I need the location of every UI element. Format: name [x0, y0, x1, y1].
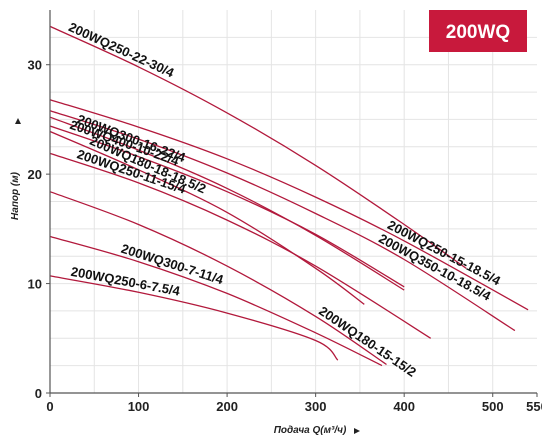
curve-line: [49, 116, 405, 291]
curve-line: [49, 275, 339, 361]
x-tick-label: 550: [526, 399, 542, 414]
curve-label: 200WQ180-15-15/2: [316, 303, 419, 380]
x-tick-label: 200: [216, 399, 238, 414]
y-tick-label: 20: [28, 167, 42, 182]
x-tick-label: 500: [482, 399, 504, 414]
x-tick-label: 400: [393, 399, 415, 414]
curve-line: [49, 99, 529, 311]
y-tick-label: 30: [28, 58, 42, 73]
curve-line: [49, 235, 383, 367]
badge-text: 200WQ: [446, 22, 510, 43]
curve-line: [49, 125, 405, 288]
x-axis-title: Подача Q(м³/ч): [274, 425, 347, 436]
y-tick-label: 10: [28, 277, 42, 292]
curve-line: [49, 152, 432, 339]
model-badge: 200WQ: [429, 10, 527, 52]
curve-label: 200WQ250-22-30/4: [66, 19, 177, 80]
pump-curves: [49, 25, 529, 367]
x-tick-label: 0: [46, 399, 53, 414]
curve-line: [49, 25, 467, 269]
grid: [50, 10, 537, 393]
y-tick-label: 0: [35, 386, 42, 401]
x-tick-label: 300: [305, 399, 327, 414]
curve-line: [49, 110, 516, 332]
axes: 0 100 200 300 400 500 550 0 10 20 30: [28, 10, 542, 414]
x-tick-label: 100: [128, 399, 150, 414]
y-axis-arrow-icon: [15, 118, 21, 124]
curve-line: [49, 191, 387, 366]
badge-background: [429, 10, 527, 52]
x-axis-arrow-icon: [354, 428, 360, 434]
curve-line: [49, 130, 365, 305]
y-axis-title: Напор (м): [10, 171, 21, 220]
